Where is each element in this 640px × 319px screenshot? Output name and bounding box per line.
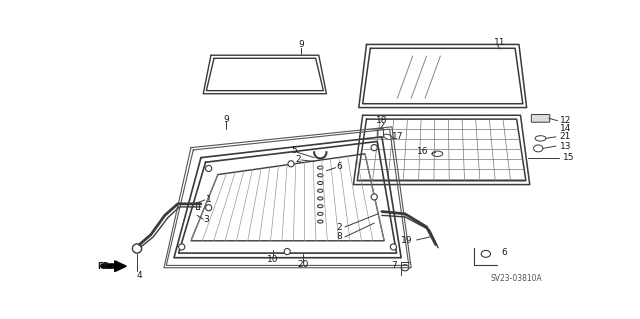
Circle shape — [371, 145, 378, 151]
Text: 15: 15 — [563, 153, 574, 162]
Circle shape — [288, 161, 294, 167]
Circle shape — [205, 165, 212, 172]
Circle shape — [371, 194, 378, 200]
Circle shape — [179, 244, 185, 250]
Circle shape — [132, 244, 141, 253]
Ellipse shape — [535, 136, 546, 141]
Text: 9: 9 — [223, 115, 229, 124]
Text: 18: 18 — [376, 116, 388, 125]
Text: 6: 6 — [336, 162, 342, 171]
Text: 2: 2 — [336, 223, 342, 232]
Text: 13: 13 — [560, 142, 572, 151]
FancyBboxPatch shape — [378, 128, 383, 137]
Text: 4: 4 — [136, 271, 142, 280]
FancyBboxPatch shape — [531, 115, 550, 122]
Ellipse shape — [401, 265, 409, 271]
Text: 11: 11 — [494, 38, 506, 48]
Text: 7: 7 — [392, 261, 397, 270]
Text: 17: 17 — [392, 132, 403, 141]
Text: 21: 21 — [560, 132, 571, 141]
Circle shape — [390, 244, 397, 250]
Text: 3: 3 — [204, 216, 209, 225]
Text: 12: 12 — [560, 116, 571, 125]
Ellipse shape — [432, 151, 443, 157]
Text: 5: 5 — [291, 146, 297, 155]
Text: 19: 19 — [401, 236, 413, 245]
Text: 1: 1 — [206, 195, 212, 204]
Text: SV23-03810A: SV23-03810A — [491, 274, 543, 283]
Text: 2: 2 — [295, 155, 301, 164]
Circle shape — [284, 249, 291, 255]
Text: 8: 8 — [336, 233, 342, 241]
Ellipse shape — [534, 145, 543, 152]
Text: FR.: FR. — [97, 262, 113, 271]
Text: 14: 14 — [560, 124, 571, 133]
Text: 20: 20 — [298, 260, 309, 269]
Text: 10: 10 — [267, 255, 278, 264]
Text: 16: 16 — [417, 147, 428, 156]
Circle shape — [205, 204, 212, 211]
Polygon shape — [115, 261, 126, 271]
Ellipse shape — [481, 250, 490, 257]
Ellipse shape — [383, 134, 392, 139]
Text: 9: 9 — [298, 40, 304, 49]
Text: 6: 6 — [501, 248, 507, 257]
